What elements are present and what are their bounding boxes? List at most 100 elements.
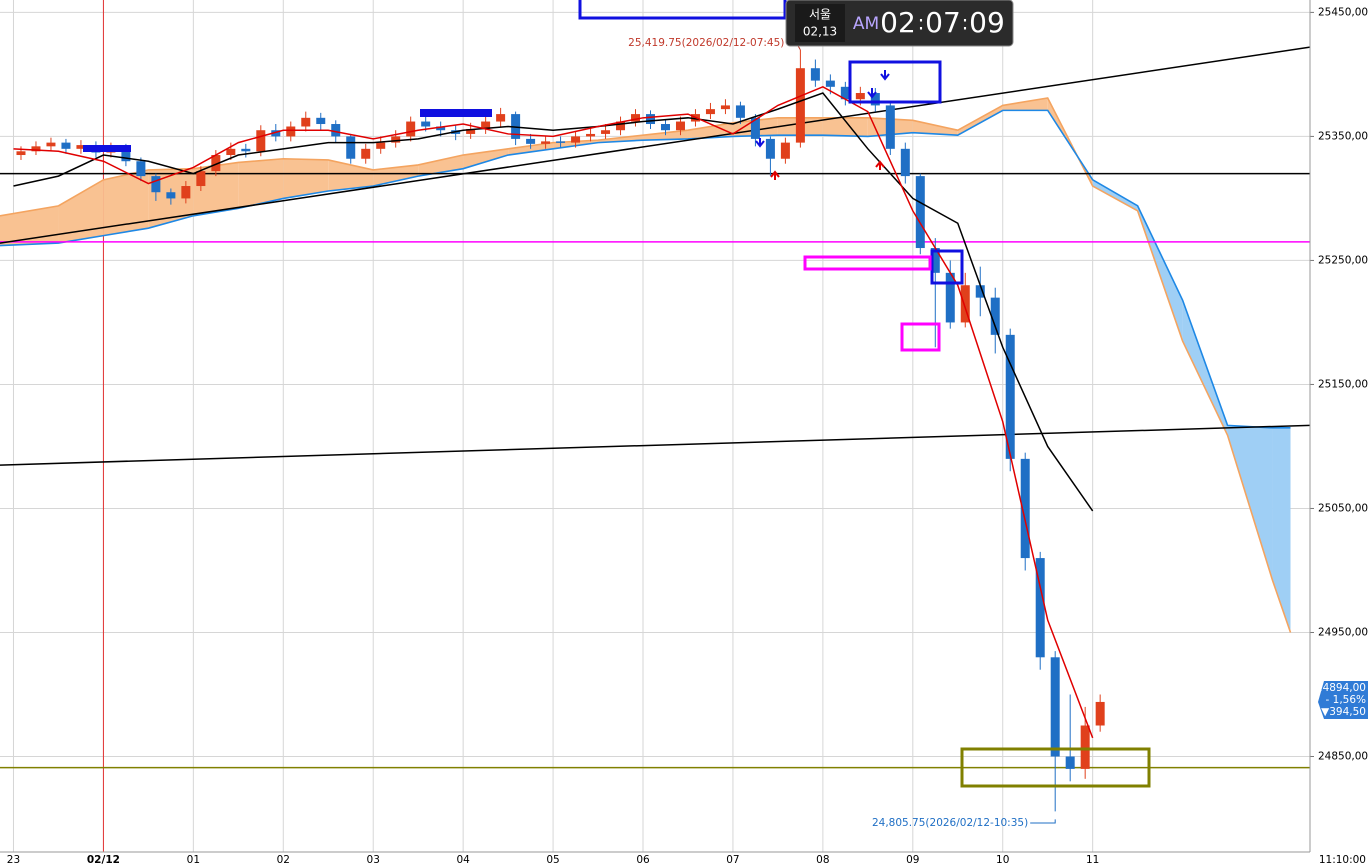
cloud-segment: [373, 164, 419, 187]
candle-body: [810, 68, 820, 81]
candle-body: [31, 146, 41, 152]
box: [578, 0, 787, 20]
signal-arrow: [867, 88, 877, 99]
y-tick-label: 25350,00: [1318, 130, 1368, 142]
x-tick-label: 23: [7, 854, 20, 866]
candle-body: [960, 285, 970, 323]
candle-body: [391, 136, 401, 143]
y-tick-label: 24950,00: [1318, 626, 1368, 638]
clock-date: 02,13: [803, 25, 837, 39]
signal-arrow: [755, 138, 765, 148]
current-price-box: [1318, 680, 1368, 719]
box: [930, 249, 964, 285]
candle-body: [436, 126, 446, 131]
box: [803, 255, 932, 271]
candle-body: [1065, 756, 1075, 769]
trend-line: [0, 46, 1310, 244]
signal-arrow: [880, 70, 890, 81]
candle-body: [990, 297, 1000, 335]
y-tick-label: 25450,00: [1318, 6, 1368, 18]
candle-body: [646, 114, 656, 125]
candle-body: [136, 161, 146, 177]
candle-body: [76, 145, 86, 149]
candle-body: [750, 117, 760, 139]
candle-body: [301, 117, 311, 127]
candle-body: [885, 105, 895, 149]
change: ▼394,50: [1321, 706, 1366, 718]
clock: 서울 02,13 AM 02 : 07 : 09: [785, 0, 1014, 47]
candle-body: [1050, 657, 1060, 757]
cloud-segment: [822, 117, 868, 137]
candle-body: [915, 176, 925, 249]
box: [848, 60, 942, 104]
candle-body: [421, 121, 431, 127]
indicator-line: [13, 85, 1094, 739]
cloud-segment: [957, 105, 1003, 136]
cloud-segment: [418, 155, 464, 177]
candle-body: [151, 176, 161, 193]
clock-separator: :: [962, 11, 969, 35]
candle-body: [121, 147, 131, 162]
candle-body: [271, 130, 281, 137]
candle-body: [795, 68, 805, 143]
candle-body: [1035, 558, 1045, 658]
clock-hours: 02: [880, 6, 916, 39]
x-tick-label: 03: [367, 854, 380, 866]
x-tick-label: 11: [1086, 854, 1099, 866]
candle-body: [601, 130, 611, 134]
cloud-segment: [0, 205, 59, 246]
candle-body: [316, 117, 326, 125]
x-tick-label: 08: [816, 854, 829, 866]
indicator-line: [13, 92, 1094, 512]
y-tick-label: 24850,00: [1318, 751, 1368, 763]
clock-seconds: 09: [969, 6, 1005, 39]
candle-body: [586, 133, 596, 137]
signal-arrow: [770, 170, 780, 180]
x-tick-label: 02: [277, 854, 290, 866]
y-tick-label: 25150,00: [1318, 378, 1368, 390]
candle-body: [870, 93, 880, 106]
candle-body: [466, 128, 476, 134]
candle-body: [975, 285, 985, 298]
candle-body: [406, 121, 416, 137]
candle-body: [1080, 725, 1090, 769]
candle-body: [256, 130, 266, 152]
clock-separator: :: [918, 11, 925, 35]
cloud-segment: [238, 158, 284, 209]
candle-body: [16, 151, 26, 156]
clock-city: 서울: [809, 8, 831, 22]
candle-body: [61, 142, 71, 149]
x-tick-label: 05: [546, 854, 559, 866]
high-label: 25,419.75(2026/02/12-07:45): [628, 37, 784, 49]
cloud-segment: [1092, 179, 1138, 211]
candle-body: [945, 272, 955, 323]
low-label: 24,805.75(2026/02/12-10:35): [872, 817, 1028, 829]
axes: 25450,00 25350,00 25250,00 25150,00 25050,00…: [7, 6, 1368, 866]
y-tick-label: 25250,00: [1318, 254, 1368, 266]
candle-body: [855, 93, 865, 100]
candle-body: [46, 142, 56, 147]
clock-minutes: 07: [925, 6, 961, 39]
candle-body: [720, 105, 730, 110]
trend-line: [0, 424, 1310, 466]
candle-body: [1020, 458, 1030, 559]
candle-body: [211, 155, 221, 172]
cloud-segment: [103, 169, 149, 236]
drawings: [83, 0, 1151, 788]
x-tick-label: 09: [906, 854, 919, 866]
x-tick-label: 06: [636, 854, 650, 866]
candle-body: [571, 136, 581, 143]
box: [900, 322, 941, 352]
candle-body: [1005, 334, 1015, 459]
candle-body: [1095, 701, 1105, 726]
candle-body: [241, 148, 251, 152]
candle-body: [660, 124, 670, 131]
x-tick-label: 07: [726, 854, 739, 866]
cloud-segment: [283, 158, 329, 199]
clock-date-box: [795, 4, 845, 42]
candle-body: [226, 148, 236, 156]
candle-body: [481, 121, 491, 129]
